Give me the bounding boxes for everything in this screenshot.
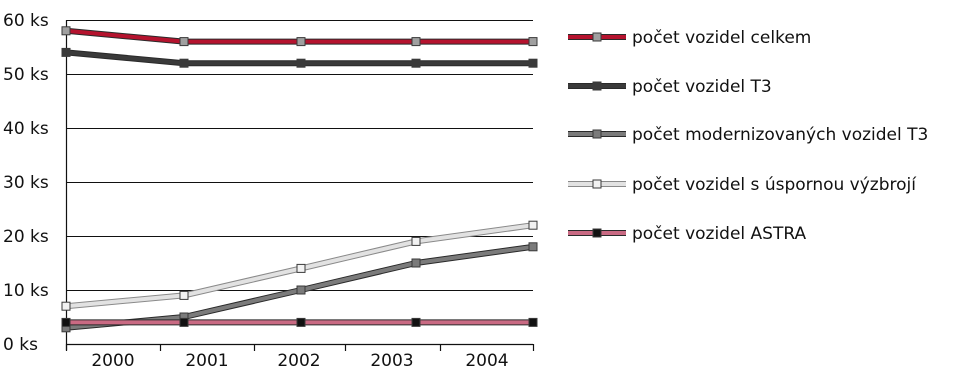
x-tick-label: 2001 — [185, 351, 228, 368]
data-point — [61, 301, 71, 311]
data-point — [528, 37, 538, 47]
y-tick-label: 30 ks — [3, 173, 49, 193]
data-point — [411, 258, 421, 268]
data-point — [179, 37, 189, 47]
legend-label: počet vozidel celkem — [632, 28, 811, 48]
data-point — [528, 242, 538, 252]
legend-item: počet modernizovaných vozidel T3 — [568, 125, 928, 145]
y-tick-label: 10 ks — [3, 281, 49, 301]
data-point — [411, 58, 421, 68]
data-point — [528, 317, 538, 327]
axes: 0 ks 10 ks 20 ks 30 ks 40 ks 50 ks 60 ks 2000 20… — [3, 11, 535, 368]
grid-lines — [66, 20, 533, 291]
data-point — [61, 26, 71, 36]
series-group — [61, 26, 538, 333]
data-point — [296, 37, 306, 47]
data-point — [179, 317, 189, 327]
data-point — [411, 317, 421, 327]
x-tick-label: 2000 — [91, 351, 134, 368]
x-tick-label: 2004 — [465, 351, 508, 368]
legend-swatch-marker — [592, 179, 602, 189]
data-point — [528, 58, 538, 68]
legend-item: počet vozidel T3 — [568, 77, 772, 97]
data-point — [296, 285, 306, 295]
data-point — [61, 317, 71, 327]
data-point — [411, 236, 421, 246]
legend-label: počet vozidel T3 — [632, 77, 772, 97]
legend-item: počet vozidel celkem — [568, 28, 811, 48]
data-point — [296, 58, 306, 68]
y-tick-label: 60 ks — [3, 11, 49, 31]
legend-swatch-marker — [592, 228, 602, 238]
data-point — [179, 290, 189, 300]
data-point — [179, 58, 189, 68]
legend: počet vozidel celkem počet vozidel T3 poče… — [568, 28, 928, 244]
data-point — [296, 263, 306, 273]
legend-label: počet modernizovaných vozidel T3 — [632, 125, 928, 145]
data-point — [411, 37, 421, 47]
legend-label: počet vozidel s úspornou výzbrojí — [632, 175, 917, 195]
y-tick-label: 40 ks — [3, 119, 49, 139]
y-tick-label: 20 ks — [3, 227, 49, 247]
legend-swatch-marker — [592, 129, 602, 139]
legend-swatch-marker — [592, 81, 602, 91]
legend-swatch-marker — [592, 32, 602, 42]
x-tick-label: 2002 — [277, 351, 320, 368]
legend-item: počet vozidel ASTRA — [568, 224, 806, 244]
data-point — [61, 47, 71, 57]
legend-item: počet vozidel s úspornou výzbrojí — [568, 175, 917, 195]
legend-label: počet vozidel ASTRA — [632, 224, 806, 244]
data-point — [528, 220, 538, 230]
data-point — [296, 317, 306, 327]
y-tick-label: 50 ks — [3, 65, 49, 85]
x-tick-label: 2003 — [370, 351, 413, 368]
y-tick-label: 0 ks — [3, 335, 38, 355]
